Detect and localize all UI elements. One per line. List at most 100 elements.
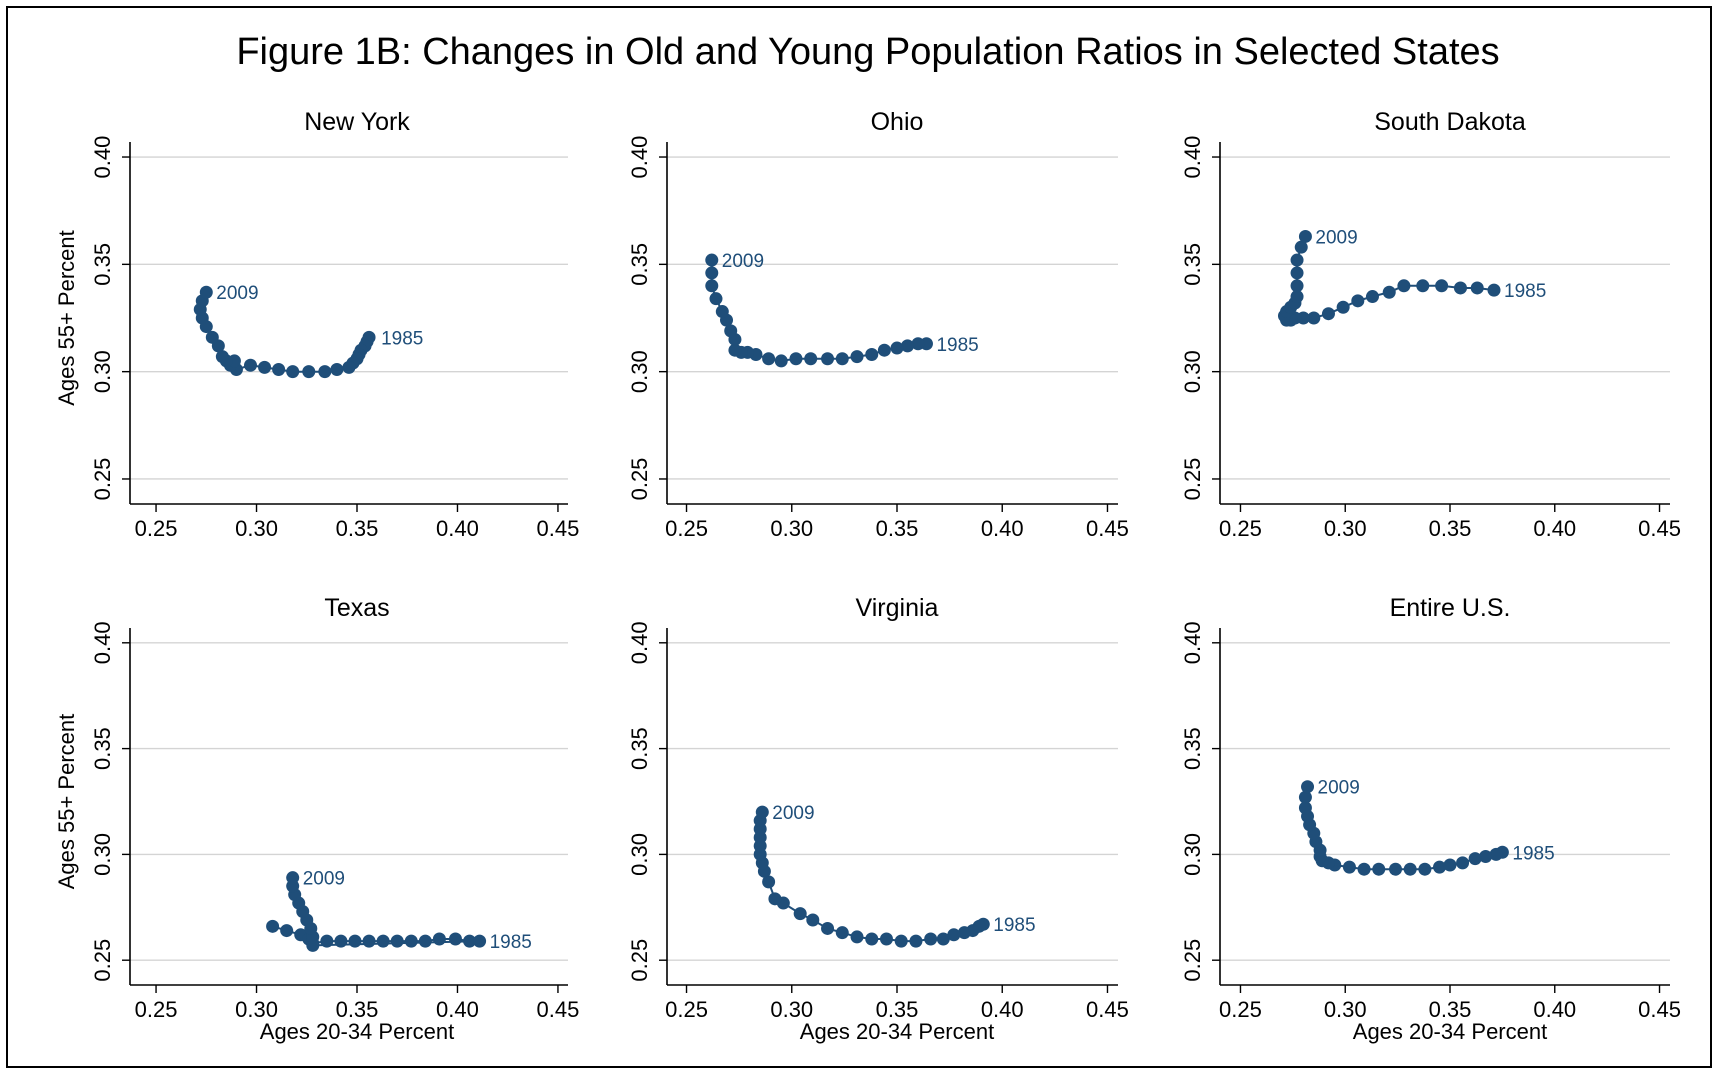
point-annotation: 1985 (1512, 843, 1554, 864)
data-point (793, 907, 807, 921)
data-point (1365, 290, 1379, 304)
data-point (1342, 860, 1356, 874)
data-point (709, 292, 723, 306)
panel-title: Texas (324, 594, 389, 622)
y-axis-label: Ages 55+ Percent (54, 230, 79, 406)
x-tick-label: 0.30 (770, 516, 813, 541)
y-tick-label: 0.30 (1180, 350, 1205, 393)
panel-title: Virginia (856, 594, 939, 622)
y-tick-label: 0.25 (1180, 458, 1205, 501)
point-annotation: 1985 (993, 915, 1035, 936)
data-point (924, 932, 938, 946)
point-annotation: 2009 (722, 251, 764, 272)
y-tick-label: 0.25 (627, 939, 652, 982)
data-point (1336, 300, 1350, 314)
point-annotation: 1985 (381, 328, 423, 349)
data-point (473, 934, 487, 948)
x-tick-label: 0.35 (876, 516, 919, 541)
x-tick-label: 0.25 (1219, 516, 1262, 541)
data-point (320, 934, 334, 948)
data-point (1468, 852, 1482, 866)
point-annotation: 2009 (1315, 227, 1357, 248)
data-point (705, 266, 719, 280)
y-tick-label: 0.35 (1180, 727, 1205, 770)
data-point (205, 330, 219, 344)
data-point (755, 805, 769, 819)
x-tick-label: 0.45 (1086, 997, 1129, 1022)
x-tick-label: 0.45 (1086, 516, 1129, 541)
data-point (1456, 856, 1470, 870)
data-point (1435, 279, 1449, 293)
data-point (463, 934, 477, 948)
data-point (1290, 253, 1304, 267)
data-point (1357, 862, 1371, 876)
y-tick-label: 0.35 (90, 243, 115, 286)
data-point (1298, 801, 1312, 815)
y-axis-label: Ages 55+ Percent (54, 714, 79, 890)
data-point (448, 932, 462, 946)
x-tick-label: 0.35 (1429, 997, 1472, 1022)
figure-canvas: Figure 1B: Changes in Old and Young Popu… (54, 31, 1681, 1044)
data-point (957, 926, 971, 940)
figure-frame: Figure 1B: Changes in Old and Young Popu… (6, 6, 1712, 1068)
data-point (705, 279, 719, 293)
panel-4: Texas 0.25 0.30 0.35 0.40 0.25 0.30 0.35 0.40 0.4… (54, 594, 579, 1044)
y-tick-label: 0.40 (1180, 621, 1205, 664)
data-point (199, 285, 213, 299)
series-line (1283, 236, 1495, 322)
point-annotation: 1985 (936, 335, 978, 356)
x-tick-label: 0.35 (876, 997, 919, 1022)
point-annotation: 2009 (303, 869, 345, 890)
point-annotation: 1985 (1504, 281, 1546, 302)
x-axis-label: Ages 20-34 Percent (260, 1019, 454, 1044)
data-point (911, 337, 925, 351)
x-tick-label: 0.45 (1638, 516, 1681, 541)
data-point (1298, 790, 1312, 804)
data-point (835, 926, 849, 940)
panel-title: Entire U.S. (1390, 594, 1511, 622)
x-tick-label: 0.40 (981, 516, 1024, 541)
data-point (1301, 780, 1315, 794)
y-tick-label: 0.35 (627, 727, 652, 770)
y-tick-label: 0.40 (627, 136, 652, 179)
y-tick-label: 0.35 (90, 727, 115, 770)
data-point (362, 934, 376, 948)
data-point (850, 350, 864, 364)
data-point (272, 363, 286, 377)
panels-group: New York 0.25 0.30 0.35 0.40 0.25 0.30 0.35 0.40… (54, 108, 1681, 1044)
data-point (774, 354, 788, 368)
y-tick-label: 0.25 (90, 939, 115, 982)
data-point (266, 919, 280, 933)
data-point (936, 932, 950, 946)
point-annotation: 2009 (216, 283, 258, 304)
data-point (789, 352, 803, 366)
x-tick-label: 0.35 (1429, 516, 1472, 541)
data-point (215, 350, 229, 364)
y-tick-label: 0.25 (627, 458, 652, 501)
data-point (901, 339, 915, 353)
data-point (724, 324, 738, 338)
data-point (1487, 283, 1501, 297)
data-point (947, 928, 961, 942)
y-tick-label: 0.30 (627, 833, 652, 876)
data-point (909, 934, 923, 948)
data-point (418, 934, 432, 948)
y-tick-label: 0.40 (1180, 136, 1205, 179)
data-point (243, 358, 257, 372)
x-tick-label: 0.30 (770, 997, 813, 1022)
data-point (404, 934, 418, 948)
panel-title: New York (304, 108, 410, 136)
point-annotation: 2009 (772, 803, 814, 824)
data-point (821, 921, 835, 935)
data-point (1479, 850, 1493, 864)
x-tick-label: 0.25 (665, 516, 708, 541)
point-annotation: 2009 (1318, 778, 1360, 799)
data-point (762, 352, 776, 366)
y-tick-label: 0.30 (1180, 833, 1205, 876)
data-point (334, 934, 348, 948)
panel-5: Virginia 0.25 0.30 0.35 0.40 0.25 0.30 0.35 0.40… (627, 594, 1129, 1044)
panel-6: Entire U.S. 0.25 0.30 0.35 0.40 0.25 0.30 0.35 0… (1180, 594, 1681, 1044)
data-point (865, 932, 879, 946)
data-point (286, 871, 300, 885)
point-annotation: 1985 (490, 932, 532, 953)
